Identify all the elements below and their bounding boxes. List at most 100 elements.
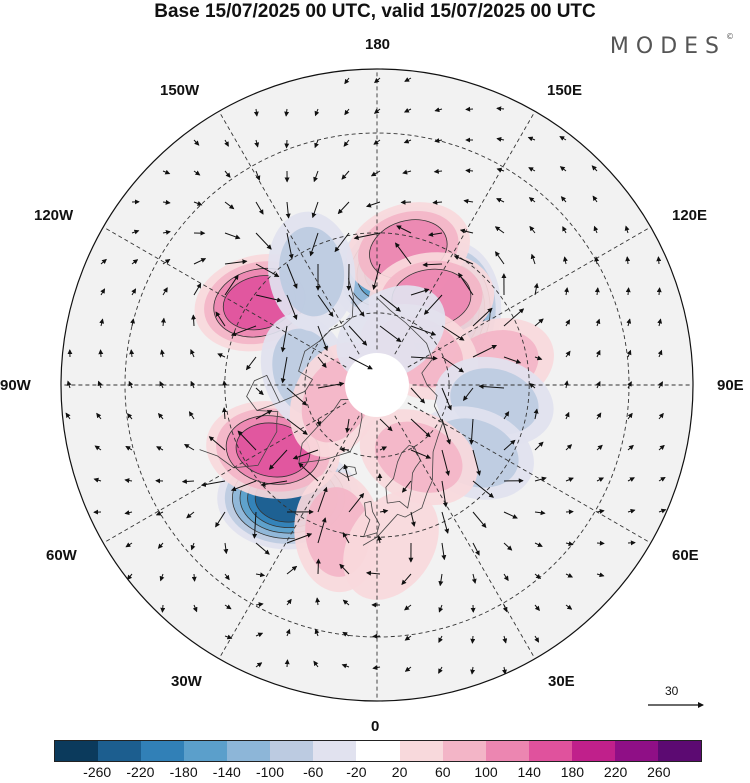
wind-vector — [469, 418, 475, 445]
wind-vector — [245, 356, 257, 371]
wind-vector — [255, 542, 270, 555]
wind-vector — [344, 108, 350, 116]
colorbar-tick-label: -20 — [346, 764, 367, 780]
wind-vector — [404, 635, 412, 641]
wind-vector — [627, 444, 634, 451]
wind-vector — [594, 287, 600, 296]
wind-vector — [373, 108, 381, 114]
wind-vector — [403, 138, 412, 144]
wind-vector — [534, 542, 543, 547]
wind-vector — [441, 325, 465, 341]
meridian-line — [218, 415, 360, 659]
wind-vector — [157, 542, 164, 549]
colorbar-bin — [313, 741, 357, 761]
wind-vector — [292, 449, 319, 460]
wind-vector — [200, 480, 226, 487]
lon-label-90e: 90E — [717, 377, 744, 394]
wind-vector — [365, 570, 381, 576]
lon-label-90w: 90W — [0, 377, 31, 394]
colorbar-tick-label: 180 — [560, 764, 585, 780]
wind-vector — [377, 535, 382, 544]
wind-vector — [98, 349, 104, 358]
wind-vector — [372, 665, 381, 670]
wind-vector — [253, 108, 259, 117]
colorbar-bin — [571, 741, 615, 761]
wind-vector — [658, 508, 667, 514]
colorbar-bin — [485, 741, 529, 761]
colorbar-bin — [528, 741, 572, 761]
wind-vector — [156, 446, 164, 451]
wind-vector — [503, 439, 516, 451]
colorbar-tick-label: 140 — [517, 764, 541, 780]
wind-vector — [592, 195, 598, 203]
lon-label-30e: 30E — [548, 673, 575, 690]
coastline-europe-north-coast — [362, 297, 444, 546]
wind-vector — [534, 635, 540, 643]
wind-vector — [191, 314, 197, 327]
wind-vector — [502, 604, 508, 613]
modes-logo: MODES© — [609, 32, 734, 59]
colorbar-tick-label: -220 — [126, 764, 155, 780]
wind-vector — [159, 573, 165, 582]
wind-vector — [97, 380, 103, 389]
wind-vector — [462, 387, 474, 401]
lon-label-30w: 30W — [171, 673, 202, 690]
wind-vector — [224, 573, 230, 581]
wind-vector — [255, 662, 263, 668]
wind-vector — [100, 288, 106, 296]
wind-vector — [126, 413, 133, 420]
wind-vector — [401, 573, 412, 586]
wind-vector — [286, 533, 313, 544]
colorbar-tick-label: -260 — [83, 764, 112, 780]
wind-vector — [438, 635, 443, 643]
wind-vector — [285, 201, 291, 219]
wind-vector — [192, 604, 198, 613]
wind-vector — [341, 170, 350, 180]
wind-vector — [230, 480, 257, 492]
wind-vector — [534, 476, 547, 482]
wind-vector — [596, 444, 603, 451]
meridian-line — [103, 226, 347, 368]
wind-vector — [428, 231, 443, 237]
wind-vector — [564, 380, 569, 389]
wind-vector — [181, 478, 195, 484]
lon-label-60w: 60W — [46, 547, 77, 564]
logo-text: MODES — [609, 34, 726, 59]
wind-vector — [528, 197, 536, 203]
wind-vector — [379, 325, 402, 343]
wind-vector — [342, 532, 350, 544]
colorbar-tick-label: 260 — [647, 764, 671, 780]
wind-vector — [496, 198, 505, 203]
map-border — [60, 68, 694, 702]
meridian-line — [394, 415, 536, 659]
wind-vector — [463, 198, 474, 204]
wind-vector — [374, 77, 381, 84]
wind-vector — [285, 628, 291, 637]
wind-vector — [496, 106, 505, 112]
wind-vector — [564, 287, 569, 296]
wind-vector — [208, 436, 226, 451]
wind-vector — [478, 384, 505, 389]
wind-vector — [657, 349, 663, 358]
wind-vector — [565, 477, 574, 482]
wind-vector — [315, 597, 321, 606]
colorbar-ticks: -260 -220 -180 -140 -100 -60 -20 20 60 100 140 180 2… — [54, 764, 702, 782]
wind-vector — [658, 476, 666, 482]
wind-vector — [193, 258, 207, 265]
wind-vector — [534, 441, 544, 451]
wind-vector — [317, 517, 327, 544]
wind-vector — [286, 387, 308, 406]
wind-vector — [224, 274, 239, 296]
wind-vector — [286, 598, 292, 606]
wind-vector — [472, 307, 493, 327]
colorbar-tick-label: 20 — [391, 764, 408, 780]
wind-vector — [317, 325, 328, 352]
wind-vector — [410, 418, 431, 438]
wind-vector — [255, 632, 264, 638]
wind-vector — [528, 167, 536, 172]
wind-vector — [314, 628, 320, 637]
wind-vector — [625, 287, 631, 296]
wind-vector — [162, 229, 171, 235]
wind-vector — [162, 199, 171, 205]
wind-vector — [562, 226, 567, 234]
